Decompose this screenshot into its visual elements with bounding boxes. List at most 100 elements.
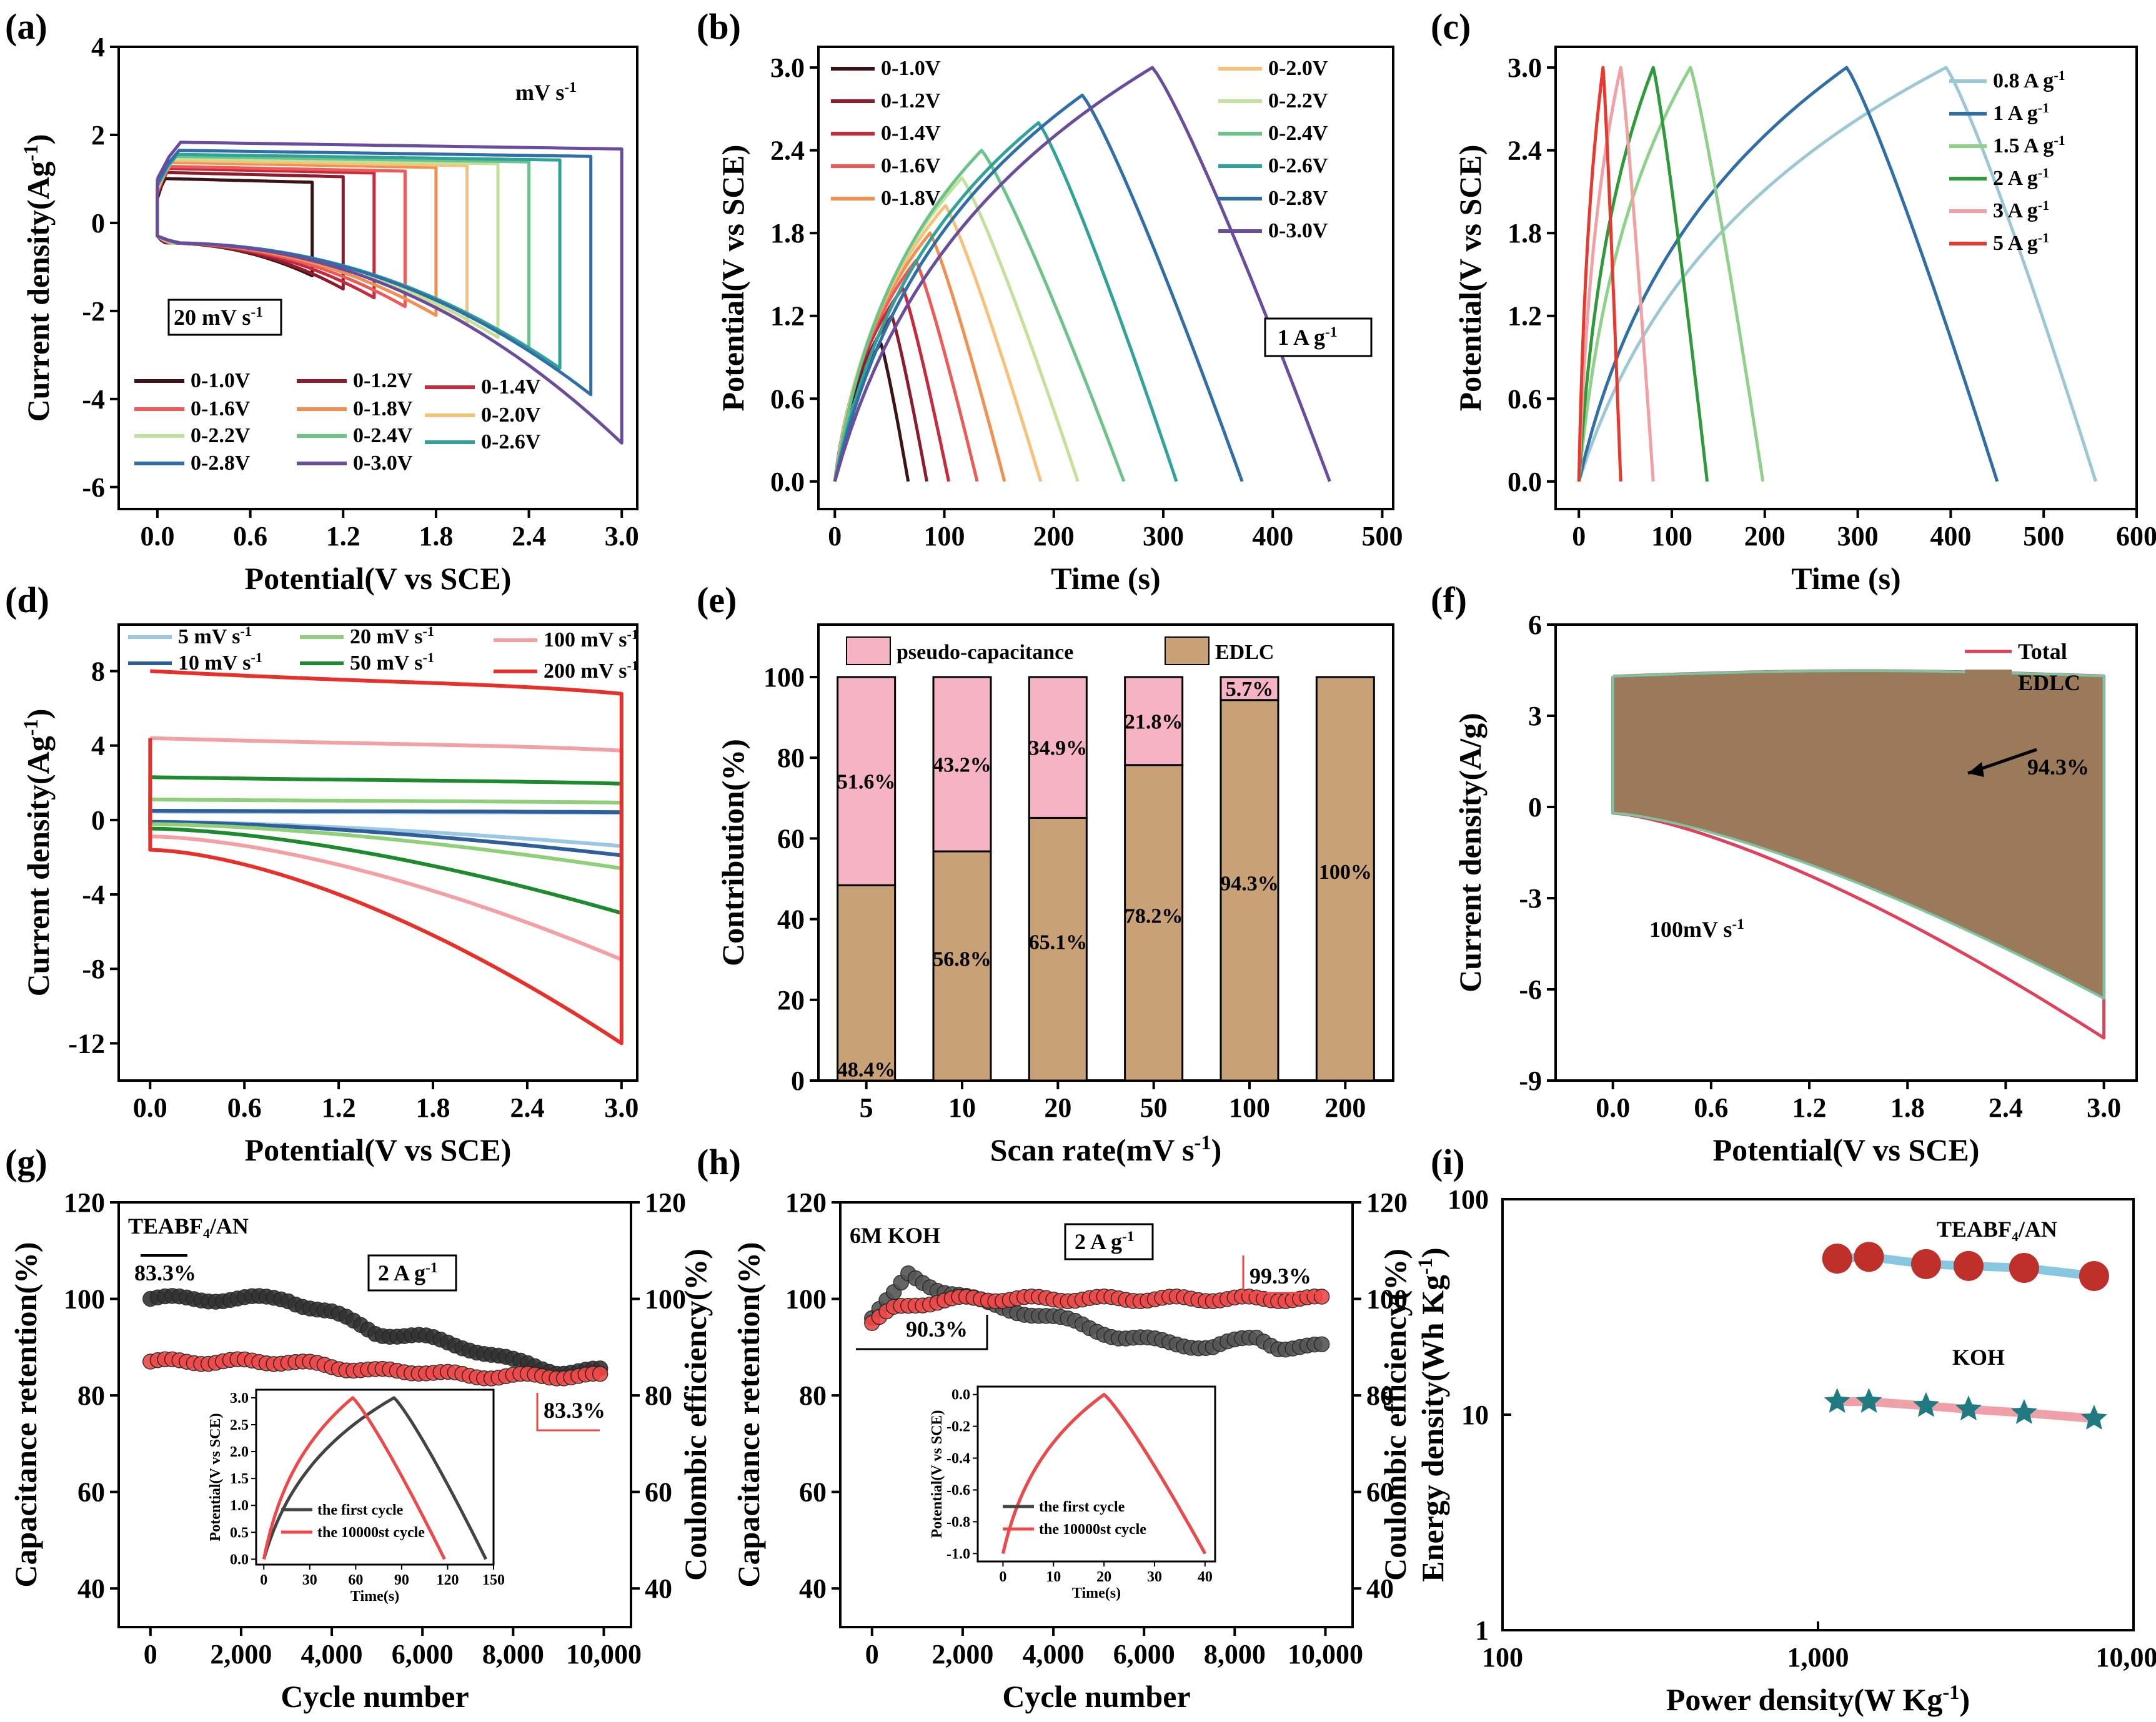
y-tick-label: 2.4 bbox=[1508, 136, 1542, 166]
legend-label: 20 mV s-1 bbox=[350, 623, 434, 649]
cv-curve bbox=[148, 775, 623, 915]
data-label-edlc: 48.4% bbox=[837, 1059, 896, 1082]
data-point-koh bbox=[1855, 1388, 1882, 1413]
panel-label-g: (g) bbox=[5, 1142, 47, 1182]
legend-label: 50 mV s-1 bbox=[350, 650, 434, 675]
inset-y-tick-label: 0.5 bbox=[230, 1525, 249, 1541]
x-tick-label: 50 bbox=[1140, 1092, 1168, 1123]
panel-label-e: (e) bbox=[697, 580, 737, 620]
x-tick-label: 2.4 bbox=[510, 1092, 544, 1123]
arrow bbox=[536, 1393, 600, 1432]
axes-frame bbox=[1554, 623, 2138, 1082]
legend-label: 0-1.6V bbox=[881, 154, 941, 177]
legend-label: 1 A g-1 bbox=[1993, 100, 2049, 126]
x-tick-label: 1.8 bbox=[1890, 1092, 1925, 1123]
inset-y-tick-label: -0.8 bbox=[946, 1514, 970, 1530]
gcd-curve-02.8 bbox=[833, 93, 1244, 482]
y2-tick-label: 40 bbox=[645, 1573, 672, 1604]
annotation-box bbox=[167, 299, 282, 336]
axes-frame bbox=[817, 46, 1394, 510]
inset-x-tick-label: 20 bbox=[1096, 1569, 1111, 1585]
y2-tick-label: 80 bbox=[1366, 1380, 1394, 1411]
x-tick-label: 0 bbox=[1572, 521, 1586, 552]
legend-swatch bbox=[846, 636, 891, 665]
series-label-teabf4: TEABF₄/AN bbox=[1937, 1217, 2057, 1242]
x-tick-label: 0.6 bbox=[227, 1092, 262, 1123]
data-label-edlc: 94.3% bbox=[1220, 872, 1279, 895]
x-tick-label: 1.8 bbox=[419, 521, 453, 552]
data-point-teabf4 bbox=[2009, 1252, 2039, 1283]
annotation-current: 2 A g-1 bbox=[378, 1260, 438, 1285]
inset-frame bbox=[255, 1388, 495, 1566]
inset-y-tick-label: -0.4 bbox=[946, 1451, 970, 1467]
inset-first-cycle bbox=[262, 1396, 487, 1560]
x-axis-label: Potential(V vs SCE) bbox=[245, 1132, 512, 1167]
y-axis-label: Potential(V vs SCE) bbox=[715, 145, 750, 412]
panel-i: 100 1,000 10,000 100 10 1 Power density(W Kg-1… bbox=[1414, 1184, 2156, 1717]
inset-x-label: Time(s) bbox=[350, 1588, 399, 1605]
gcd-curve bbox=[1577, 66, 1655, 482]
data-point-koh bbox=[2010, 1399, 2037, 1424]
data-point-teabf4 bbox=[1953, 1250, 1984, 1281]
legend-label: 0-2.2V bbox=[1268, 89, 1328, 112]
panel-label-b: (b) bbox=[697, 6, 741, 47]
cv-curve-01.4 bbox=[156, 167, 376, 300]
x-tick-label: 0.0 bbox=[140, 521, 174, 552]
y2-axis-label: Coulombic efficiency(%) bbox=[1378, 1249, 1413, 1581]
y-tick-label: 0 bbox=[91, 805, 105, 836]
y-tick-label: -2 bbox=[82, 296, 105, 327]
legend-label: 0-1.4V bbox=[881, 122, 941, 145]
data-point-koh bbox=[1824, 1388, 1850, 1413]
x-tick-label: 5 bbox=[860, 1092, 873, 1123]
bar-pseudo bbox=[1028, 676, 1088, 819]
y-tick-label: 0 bbox=[1528, 792, 1542, 823]
annotation-electrolyte: 6M KOH bbox=[850, 1223, 940, 1248]
y-tick-label: -12 bbox=[68, 1028, 105, 1059]
inset-x-tick-label: 90 bbox=[394, 1572, 409, 1588]
legend-label: pseudo-capacitance bbox=[897, 641, 1073, 664]
y-axis-label: Current density(Ag-1) bbox=[20, 709, 56, 997]
y-tick-label: 100 bbox=[785, 1284, 827, 1315]
annotation-current: 2 A g-1 bbox=[1075, 1229, 1135, 1254]
series-label-koh: KOH bbox=[1952, 1345, 2005, 1370]
inset-x-tick-label: 150 bbox=[482, 1572, 505, 1588]
panel-a: 0.0 0.6 1.2 1.8 2.4 3.0 4 2 0 -2 -4 -6 Potential(V v… bbox=[20, 32, 639, 596]
cv-curve-01.8 bbox=[156, 161, 438, 317]
x-tick-label: 200 bbox=[1033, 521, 1075, 552]
annotation-scan-rate: 20 mV s-1 bbox=[174, 304, 263, 330]
legend-label: 3 A g-1 bbox=[1993, 197, 2049, 223]
y-tick-label: -6 bbox=[82, 472, 105, 503]
legend-label: 0-2.8V bbox=[1268, 187, 1328, 210]
legend-label: 0-1.0V bbox=[191, 369, 251, 392]
y-axis-label: Capacitance retention(%) bbox=[731, 1242, 766, 1587]
annotation-percent: 94.3% bbox=[2027, 755, 2089, 779]
y-tick-label: 0.0 bbox=[770, 467, 805, 497]
inset-x-tick-label: 0 bbox=[260, 1572, 267, 1588]
x-tick-label: 0 bbox=[865, 1639, 879, 1670]
inset-y-tick-label: -0.6 bbox=[946, 1482, 970, 1498]
y-tick-label: -6 bbox=[1519, 974, 1542, 1005]
cv-curve-01.6 bbox=[156, 165, 407, 309]
x-tick-label: 0 bbox=[828, 521, 842, 552]
y-axis-label: Energy density(Wh Kg-1) bbox=[1414, 1247, 1450, 1581]
y-tick-label: -3 bbox=[1519, 883, 1542, 914]
x-tick-label: 300 bbox=[1837, 521, 1879, 552]
x-tick-label: 300 bbox=[1143, 521, 1184, 552]
data-point-teabf4 bbox=[1854, 1242, 1884, 1272]
y-tick-label: 120 bbox=[64, 1187, 105, 1218]
gcd-curve bbox=[1577, 66, 1999, 482]
inset-y-tick-label: 3.0 bbox=[230, 1390, 249, 1407]
legend-label: 0-2.0V bbox=[481, 403, 541, 427]
x-tick-label: 10,000 bbox=[1288, 1639, 1363, 1670]
y-tick-label: -9 bbox=[1519, 1066, 1542, 1096]
legend-label: 0-2.2V bbox=[191, 424, 251, 447]
data-point-teabf4 bbox=[1910, 1249, 1941, 1279]
y-tick-label: 120 bbox=[785, 1187, 827, 1218]
legend-label: 100 mV s-1 bbox=[544, 626, 638, 652]
inset-y-tick-label: -1.0 bbox=[946, 1546, 970, 1562]
y-tick-label: 4 bbox=[91, 32, 105, 62]
x-tick-label: 2,000 bbox=[210, 1639, 272, 1670]
data-label-pseudo: 5.7% bbox=[1226, 678, 1274, 701]
y-tick-label: 80 bbox=[777, 743, 805, 773]
panel-label-a: (a) bbox=[5, 6, 47, 47]
